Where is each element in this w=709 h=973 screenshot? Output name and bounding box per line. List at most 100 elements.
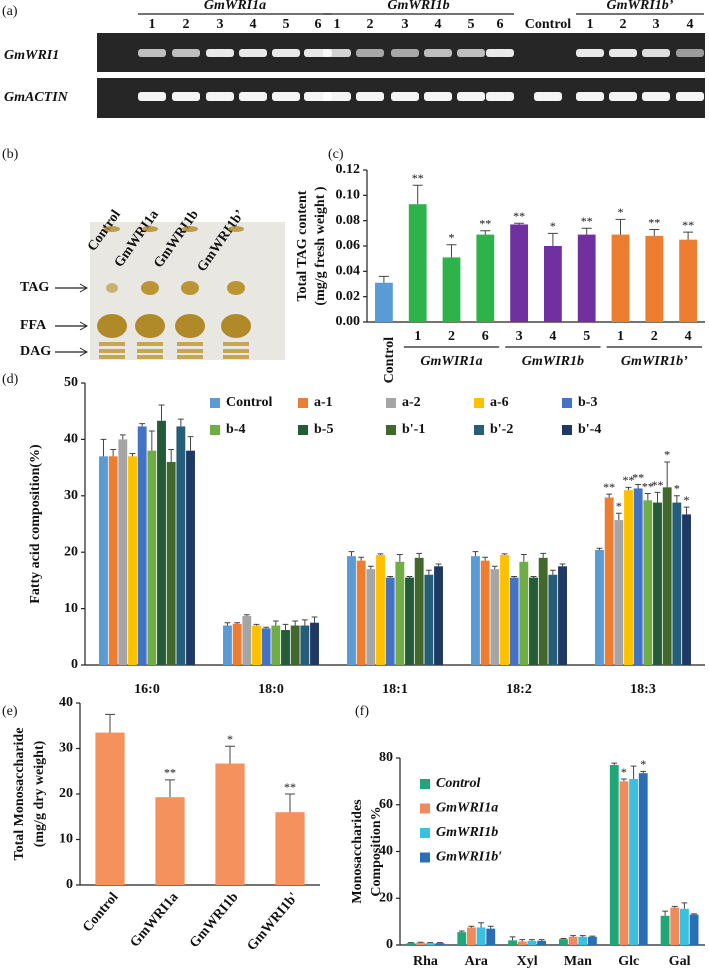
error-bar (177, 418, 184, 427)
significance: * (550, 219, 556, 233)
panel-label: (d) (2, 372, 19, 387)
lane-label: 2 (183, 17, 190, 32)
error-bar (263, 626, 270, 629)
band (323, 92, 351, 101)
error-bar (292, 620, 299, 626)
bar (653, 502, 662, 665)
x-tick-label: Control (80, 890, 121, 935)
error-bar (139, 423, 146, 427)
error-bar (282, 623, 289, 631)
bar (679, 908, 689, 945)
bar (414, 557, 424, 665)
spot (223, 355, 249, 359)
significance: ** (603, 480, 615, 494)
spot (141, 281, 159, 295)
error-bar (377, 553, 384, 556)
panel-label: (b) (2, 147, 19, 162)
x-tick-label: 1 (414, 329, 421, 344)
error-bar (683, 506, 690, 515)
legend-swatch (420, 852, 430, 863)
error-bar (559, 563, 566, 567)
error-bar (511, 575, 518, 578)
y-tick-label: 40 (64, 432, 78, 447)
legend-label: Control (226, 395, 273, 410)
band (138, 49, 166, 57)
bar (157, 420, 166, 665)
significance: * (674, 482, 680, 496)
bar (660, 915, 670, 945)
y-tick-label: 0.02 (336, 289, 361, 304)
y-axis-label: (mg/g fresh weight ) (313, 186, 328, 305)
bar (137, 426, 147, 665)
bar (662, 487, 672, 665)
error-bar (581, 227, 592, 235)
legend-swatch (420, 803, 430, 814)
legend-label: b-4 (226, 422, 245, 437)
lane-label: 4 (687, 17, 694, 32)
bar (215, 763, 245, 885)
error-bar (311, 616, 318, 623)
spot-label: FFA (20, 318, 47, 333)
bar (405, 577, 414, 665)
significance: ** (682, 218, 694, 232)
band (391, 92, 419, 101)
legend-swatch (386, 398, 396, 408)
error-bar (615, 512, 622, 521)
band (486, 49, 514, 57)
error-bar (480, 230, 491, 235)
band (323, 49, 351, 57)
x-tick-label: 2 (448, 329, 455, 344)
legend-swatch (474, 398, 484, 408)
error-bar (491, 565, 498, 570)
error-bar (119, 434, 126, 440)
error-bar (673, 495, 680, 503)
error-bar (560, 937, 567, 940)
bar (587, 936, 597, 945)
error-bar (683, 231, 694, 240)
bar (643, 500, 653, 665)
y-axis-label: Monosaccharides (350, 799, 365, 904)
error-bar (168, 449, 175, 462)
y-tick-label: 30 (59, 741, 73, 756)
error-bar (530, 575, 537, 578)
x-tick-label: 3 (516, 329, 523, 344)
error-bar (514, 222, 525, 225)
error-bar (487, 925, 494, 929)
bar (457, 932, 467, 945)
spot-label: DAG (20, 344, 51, 359)
band (272, 92, 300, 101)
error-bar (681, 902, 688, 909)
bar (176, 426, 186, 665)
x-tick-label: 18:0 (258, 682, 284, 697)
y-tick-label: 60 (379, 797, 393, 812)
x-tick-label: 16:0 (134, 682, 160, 697)
significance: ** (513, 209, 525, 223)
legend-label: GmWRI1b′ (436, 850, 502, 865)
error-bar (482, 556, 489, 561)
error-bar (611, 762, 618, 766)
bar (356, 560, 366, 665)
error-bar (253, 623, 260, 626)
error-bar (187, 436, 194, 451)
spot (104, 226, 120, 232)
significance: * (449, 230, 455, 244)
bar (517, 941, 527, 945)
spot (99, 342, 125, 346)
group-label: GmWIR1a (420, 354, 482, 369)
x-tick-label: Xyl (517, 954, 538, 969)
error-bar (644, 493, 651, 501)
spot (182, 226, 198, 232)
bar (261, 628, 271, 665)
legend-label: a-1 (314, 395, 333, 410)
y-tick-label: 0.00 (336, 314, 361, 329)
significance: * (621, 765, 627, 779)
band (457, 49, 485, 57)
bar (223, 625, 232, 665)
error-bar (412, 184, 423, 205)
bar (385, 577, 395, 665)
bar (537, 940, 546, 945)
error-bar (446, 244, 457, 258)
lane-label: 4 (435, 17, 442, 32)
error-bar (649, 229, 660, 236)
significance: * (227, 732, 233, 746)
